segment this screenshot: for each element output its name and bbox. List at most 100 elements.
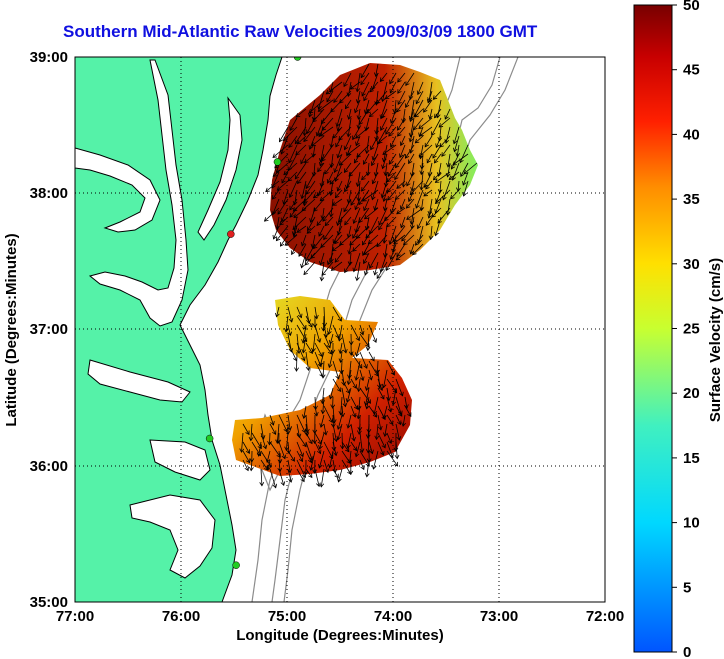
velocity-arrow [409,180,424,195]
velocity-arrowhead [365,342,370,348]
velocity-arrow [350,423,355,441]
velocity-arrow [317,162,325,172]
velocity-arrow [368,324,377,343]
velocity-arrowhead [378,225,383,231]
velocity-arrowhead [437,218,442,224]
velocity-arrowhead [354,352,360,357]
velocity-arrow [356,342,361,357]
velocity-arrow [376,234,388,247]
velocity-arrow [405,144,415,159]
velocity-arrow [266,450,271,463]
velocity-arrow [291,243,298,255]
velocity-arrow [334,252,343,263]
velocity-arrowhead [409,249,414,255]
velocity-arrow [287,342,297,361]
velocity-arrowhead [408,137,414,143]
velocity-arrowhead [366,458,372,463]
velocity-arrow [328,351,334,368]
velocity-arrowhead [452,139,458,145]
velocity-arrow [349,450,352,463]
velocity-arrowhead [259,481,265,487]
velocity-arrow [396,99,406,113]
velocity-arrow [335,135,343,148]
velocity-arrow [386,171,397,183]
velocity-arrow [382,153,388,169]
velocity-arrowhead [338,135,343,141]
velocity-arrow [293,225,298,238]
velocity-arrowhead [365,434,371,439]
velocity-arrow [457,180,460,192]
velocity-arrowhead [336,186,342,192]
velocity-arrow [386,216,397,228]
velocity-arrow [327,252,334,265]
velocity-arrow [386,387,390,401]
velocity-arrow [269,468,277,488]
velocity-arrowhead [297,179,302,185]
velocity-arrowhead [373,270,378,276]
velocity-arrow [450,189,460,200]
velocity-arrow [447,153,451,167]
velocity-arrowhead [318,161,324,167]
velocity-arrow [377,387,385,400]
velocity-arrowhead [336,230,342,236]
velocity-arrow [321,144,334,162]
velocity-arrowhead [276,453,281,458]
velocity-arrow [341,441,350,452]
velocity-arrow [405,72,415,86]
velocity-arrow [377,360,379,374]
velocity-arrow [369,216,379,235]
velocity-arrowhead [244,466,249,472]
velocity-arrowhead [371,465,377,470]
velocity-arrow [331,261,343,271]
velocity-arrow [388,126,397,137]
velocity-arrow [377,369,381,389]
velocity-arrowhead [306,319,311,325]
velocity-arrowhead [343,82,348,88]
x-tick-label: 76:00 [162,608,200,625]
velocity-arrow [433,171,442,181]
velocity-arrow [395,396,402,415]
velocity-arrowhead [342,402,348,408]
velocity-arrow [353,252,361,272]
velocity-arrowhead [378,386,384,392]
velocity-arrowhead [363,271,369,276]
velocity-arrow [276,216,280,230]
velocity-arrowhead [448,175,454,180]
velocity-arrowhead [308,109,314,114]
velocity-arrowhead [404,103,410,109]
velocity-arrow [390,198,397,214]
delmarva-inner [197,96,243,241]
velocity-arrow [323,225,334,240]
velocity-arrow [333,225,343,244]
velocity-arrow [324,216,334,226]
velocity-arrowhead [363,206,368,212]
velocity-arrow [420,162,424,175]
velocity-arrow [302,324,307,344]
velocity-arrowhead [387,172,392,177]
velocity-arrowhead [334,193,340,199]
velocity-arrowhead [355,336,360,342]
velocity-arrow [417,81,424,95]
velocity-arrow [350,81,361,90]
velocity-arrowhead [245,449,250,454]
velocity-arrowhead [277,210,282,215]
velocity-arrow [410,135,415,154]
velocity-arrowhead [384,94,390,100]
velocity-arrowhead [327,363,333,369]
velocity-arrowhead [333,168,338,173]
velocity-arrow [369,81,379,93]
velocity-arrow [318,126,325,137]
velocity-arrowhead [399,205,405,210]
velocity-arrow [329,333,334,344]
velocity-arrowhead [452,161,457,166]
velocity-arrowhead [312,469,318,474]
velocity-arrow [460,162,469,177]
velocity-arrowhead [408,159,413,165]
velocity-arrowhead [401,236,406,242]
velocity-arrow [339,342,343,354]
velocity-arrowhead [368,112,374,118]
velocity-arrowhead [355,141,360,147]
velocity-arrow [305,450,312,463]
velocity-arrow [321,108,334,124]
velocity-arrow [287,450,295,462]
